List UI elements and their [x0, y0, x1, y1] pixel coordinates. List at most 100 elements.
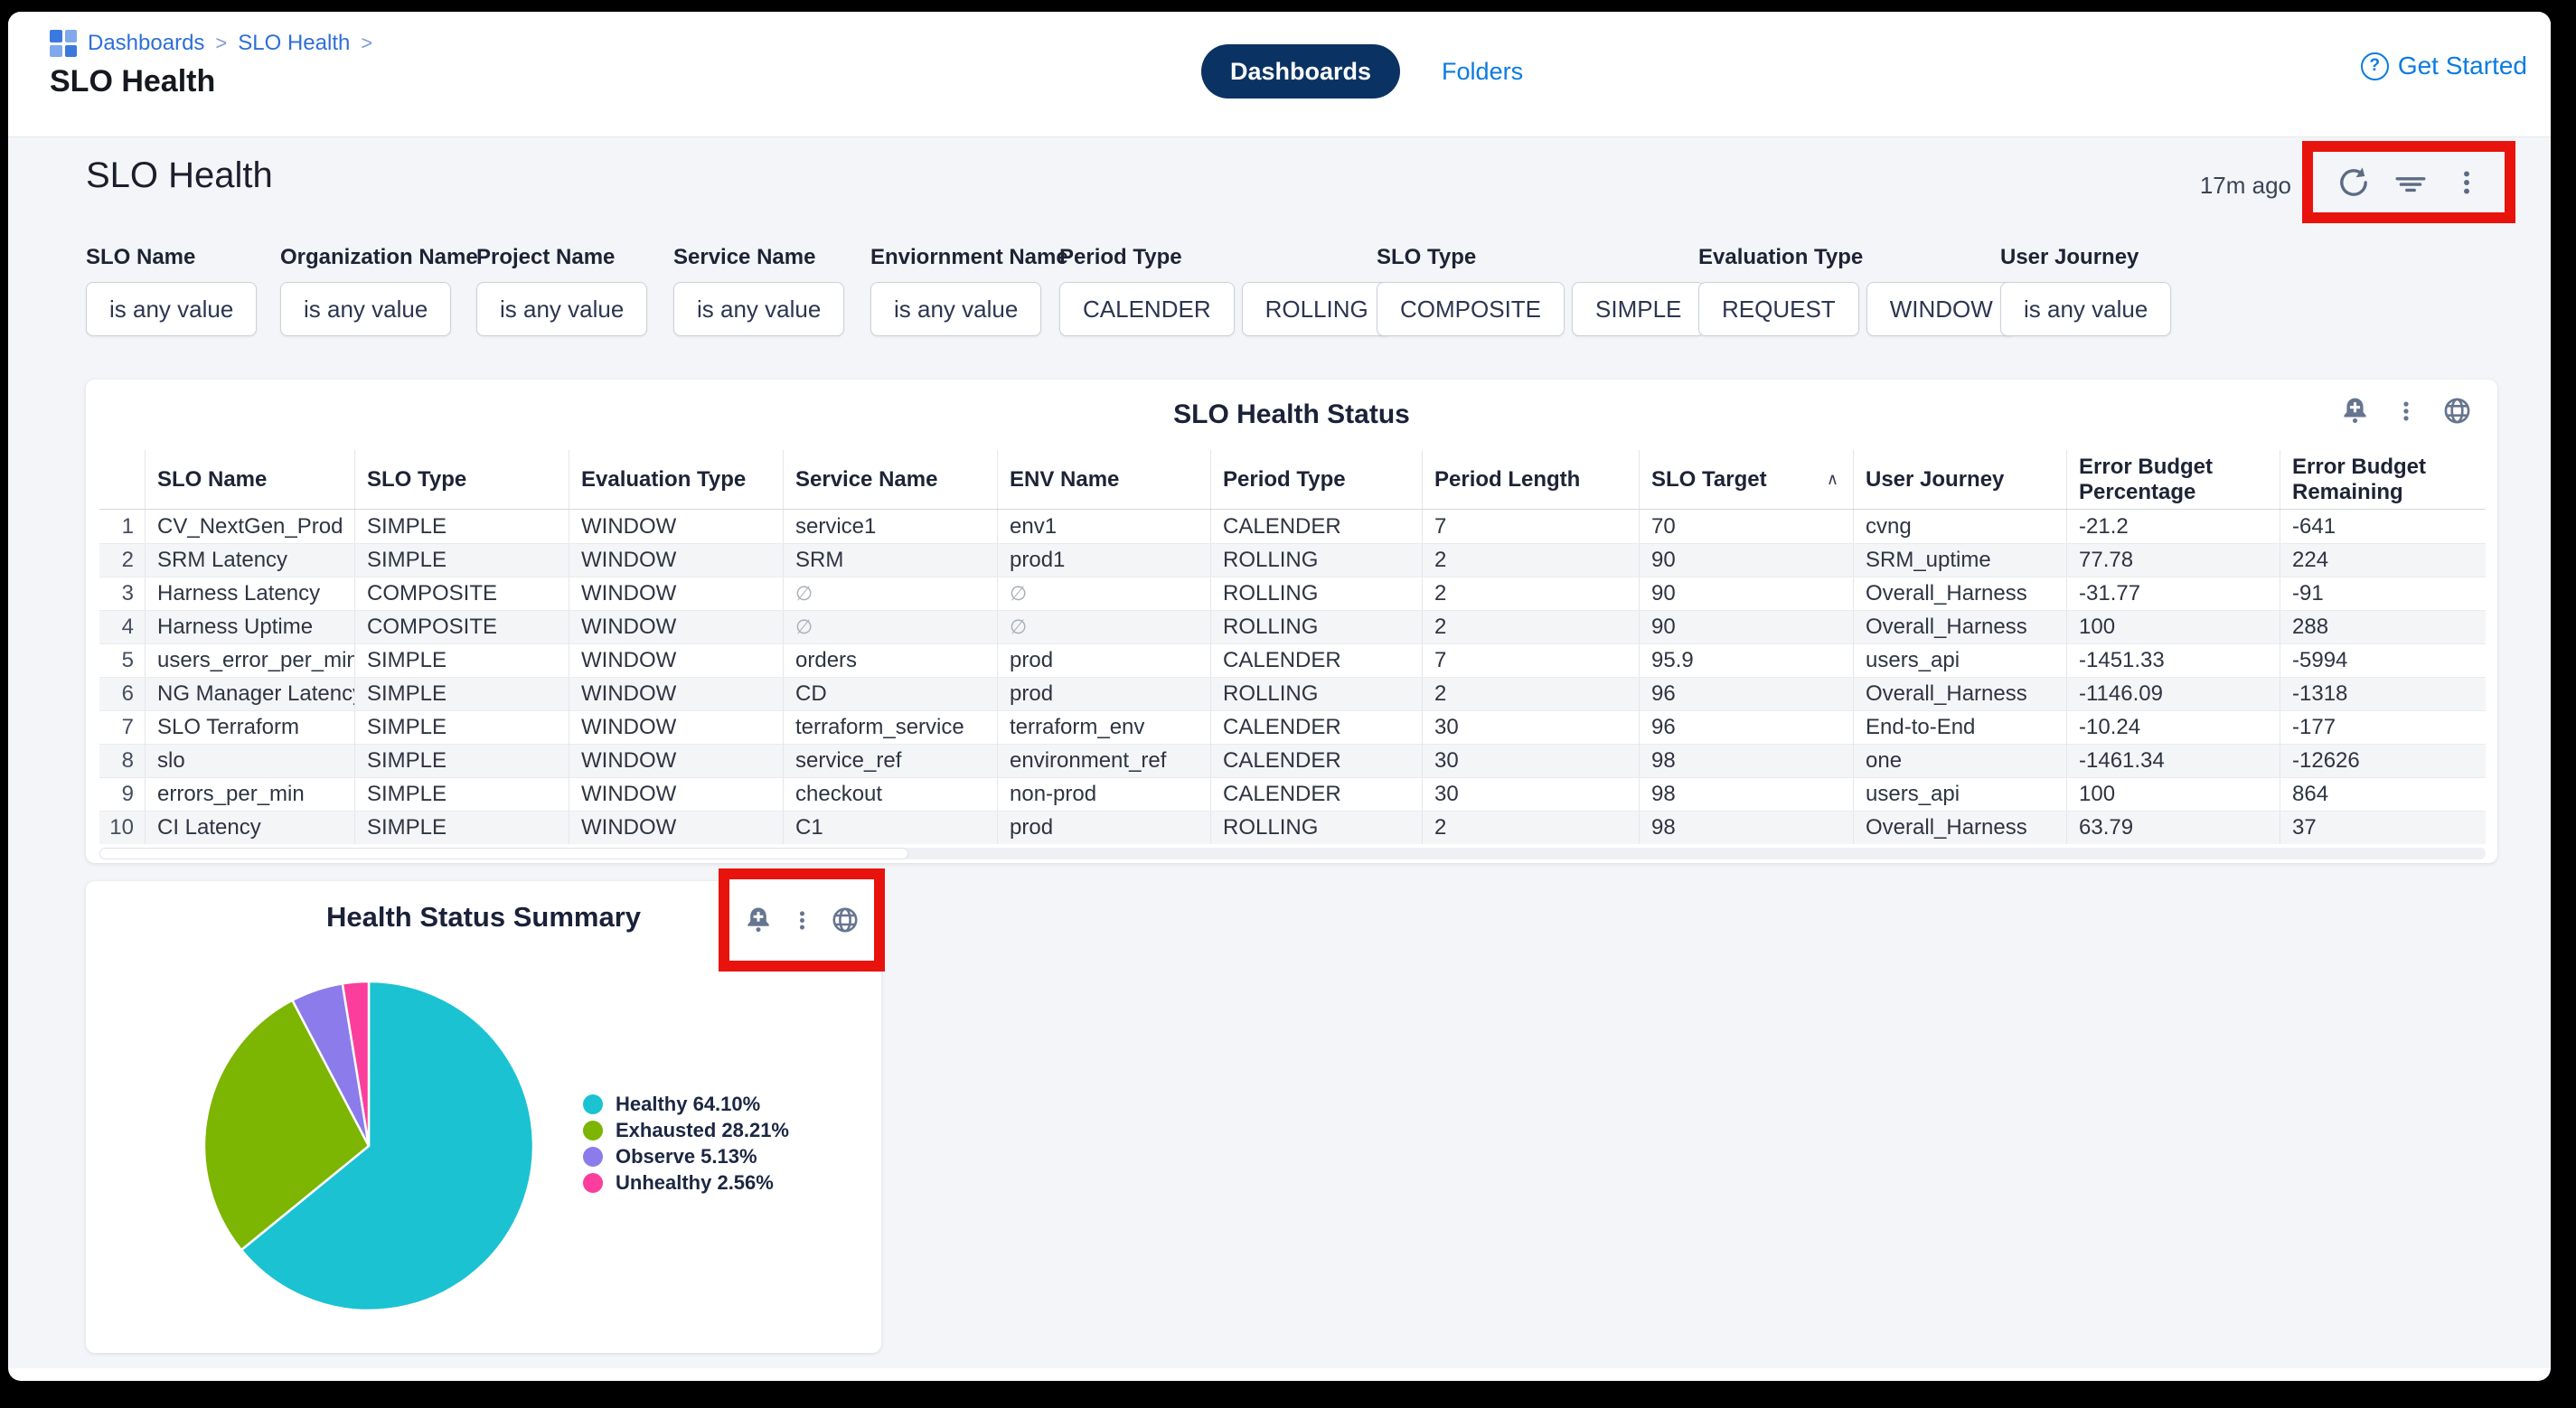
table-cell: 96 [1639, 711, 1853, 744]
row-number: 8 [121, 748, 134, 773]
get-started-label: Get Started [2397, 52, 2527, 80]
filter-chip-service-name-is-any-value[interactable]: is any value [673, 282, 845, 336]
table-cell: 30 [1422, 778, 1639, 811]
table-cell: 37 [2280, 812, 2486, 844]
table-row: 7 SLO Terraform SIMPLE WINDOW terraform_serv… [99, 710, 2486, 744]
filter-chips: is any value [476, 282, 648, 336]
dashboard-filters-button[interactable] [2393, 165, 2428, 200]
table-cell: -5994 [2280, 644, 2486, 677]
table-cell: SIMPLE [354, 778, 569, 811]
filter-chip-evaluation-type-window[interactable]: WINDOW [1866, 282, 2017, 336]
table-cell: CD [783, 678, 997, 710]
table-cell: 2 [1422, 611, 1639, 643]
legend-item-unhealthy[interactable]: Unhealthy 2.56% [583, 1169, 789, 1196]
table-cell: -1318 [2280, 678, 2486, 710]
pie-slice-healthy[interactable] [240, 980, 535, 1312]
filter-chip-period-type-rolling[interactable]: ROLLING [1241, 282, 1392, 336]
table-cell: 90 [1639, 611, 1853, 643]
pie-slice-unhealthy[interactable] [341, 980, 371, 1148]
refresh-button[interactable] [2336, 165, 2371, 200]
table-cell: WINDOW [569, 510, 783, 543]
table-header-row: SLO Name SLO Type Evaluation Type Service N… [99, 450, 2486, 510]
table-cell: Overall_Harness [1853, 577, 2066, 610]
table-cell: prod [997, 812, 1210, 844]
breadcrumb-link-dashboards[interactable]: Dashboards [88, 31, 205, 55]
column-header-evaluation-type[interactable]: Evaluation Type [569, 450, 783, 509]
table-cell: End-to-End [1853, 711, 2066, 744]
breadcrumb: Dashboards > SLO Health > [50, 30, 372, 57]
explore-globe-button[interactable] [831, 906, 860, 934]
table-cell: ROLLING [1210, 611, 1422, 643]
table-cell: environment_ref [997, 745, 1210, 777]
table-horizontal-scrollbar[interactable] [99, 848, 2486, 859]
row-number-header [99, 450, 145, 509]
table-row: 8 slo SIMPLE WINDOW service_ref environment_r… [99, 744, 2486, 777]
filter-chip-slo-name-is-any-value[interactable]: is any value [86, 282, 258, 336]
column-header-slo-name[interactable]: SLO Name [145, 450, 354, 509]
filter-chip-project-name-is-any-value[interactable]: is any value [476, 282, 648, 336]
tile-more-menu-button[interactable] [2393, 399, 2419, 424]
tab-folders[interactable]: Folders [1442, 57, 1524, 85]
table-cell: ROLLING [1210, 678, 1422, 710]
table-cell: SRM [783, 544, 997, 577]
filter-chip-evaluation-type-request[interactable]: REQUEST [1698, 282, 1859, 336]
pie-slice-exhausted[interactable] [202, 999, 371, 1252]
filter-chip-enviornment-name-is-any-value[interactable]: is any value [870, 282, 1042, 336]
table-cell: -91 [2280, 577, 2486, 610]
legend-item-healthy[interactable]: Healthy 64.10% [583, 1091, 789, 1117]
table-row: 4 Harness Uptime COMPOSITE WINDOW ∅ ∅ ROLLING 2… [99, 610, 2486, 643]
column-header-slo-target[interactable]: SLO Target ∧ [1639, 450, 1853, 509]
legend-item-observe[interactable]: Observe 5.13% [583, 1143, 789, 1169]
table-cell: non-prod [997, 778, 1210, 811]
filter-chip-slo-type-simple[interactable]: SIMPLE [1572, 282, 1706, 336]
alert-bell-button[interactable] [2340, 396, 2370, 426]
filter-label: Enviornment Name [870, 245, 1068, 269]
column-header-period-length[interactable]: Period Length [1422, 450, 1639, 509]
legend-item-exhausted[interactable]: Exhausted 28.21% [583, 1117, 789, 1143]
filter-chip-user-journey-is-any-value[interactable]: is any value [2000, 282, 2172, 336]
alert-bell-button[interactable] [744, 906, 773, 934]
get-started-link[interactable]: ? Get Started [2360, 52, 2527, 80]
table-row: 1 CV_NextGen_Prod SIMPLE WINDOW service1 env1… [99, 510, 2486, 543]
explore-globe-button[interactable] [2442, 396, 2472, 426]
filter-group-evaluation-type: Evaluation Type REQUEST WINDOW [1698, 245, 2017, 336]
table-cell: -1461.34 [2066, 745, 2280, 777]
table-cell: terraform_service [783, 711, 997, 744]
table-row: 9 errors_per_min SIMPLE WINDOW checkout non-p… [99, 777, 2486, 811]
legend-swatch [583, 1120, 603, 1140]
column-header-error-budget-percentage[interactable]: Error Budget Percentage [2066, 450, 2280, 509]
table-cell: -12626 [2280, 745, 2486, 777]
filter-chips: is any value [673, 282, 845, 336]
column-header-period-type[interactable]: Period Type [1210, 450, 1422, 509]
table-cell: -641 [2280, 510, 2486, 543]
tab-dashboards[interactable]: Dashboards [1201, 44, 1401, 99]
row-number: 5 [121, 648, 134, 672]
column-header-slo-type[interactable]: SLO Type [354, 450, 569, 509]
column-header-user-journey[interactable]: User Journey [1853, 450, 2066, 509]
table-cell: NG Manager Latency [145, 678, 354, 710]
table-cell: prod [997, 644, 1210, 677]
table-cell: -10.24 [2066, 711, 2280, 744]
dashboard-more-menu-button[interactable] [2451, 167, 2482, 198]
table-cell: Overall_Harness [1853, 611, 2066, 643]
filter-chips: COMPOSITE SIMPLE [1377, 282, 1706, 336]
breadcrumb-link-slo-health[interactable]: SLO Health [238, 31, 351, 55]
table-card-title: SLO Health Status [1173, 399, 1410, 429]
filter-chip-slo-type-composite[interactable]: COMPOSITE [1377, 282, 1565, 336]
table-cell: 2 [1422, 577, 1639, 610]
filter-group-organization-name: Organization Name is any value [280, 245, 478, 336]
scrollbar-thumb[interactable] [99, 848, 908, 859]
row-number: 9 [121, 782, 134, 806]
filter-chip-organization-name-is-any-value[interactable]: is any value [280, 282, 452, 336]
column-header-service-name[interactable]: Service Name [783, 450, 997, 509]
column-header-error-budget-remaining[interactable]: Error Budget Remaining [2280, 450, 2486, 509]
column-header-env-name[interactable]: ENV Name [997, 450, 1210, 509]
table-cell: 2 [1422, 678, 1639, 710]
filter-group-service-name: Service Name is any value [673, 245, 845, 336]
table-cell: WINDOW [569, 577, 783, 610]
filter-chip-period-type-calender[interactable]: CALENDER [1059, 282, 1235, 336]
table-row: 3 Harness Latency COMPOSITE WINDOW ∅ ∅ ROLLING… [99, 577, 2486, 610]
table-cell: CALENDER [1210, 510, 1422, 543]
table-cell: 100 [2066, 778, 2280, 811]
tile-more-menu-button[interactable] [790, 908, 814, 933]
